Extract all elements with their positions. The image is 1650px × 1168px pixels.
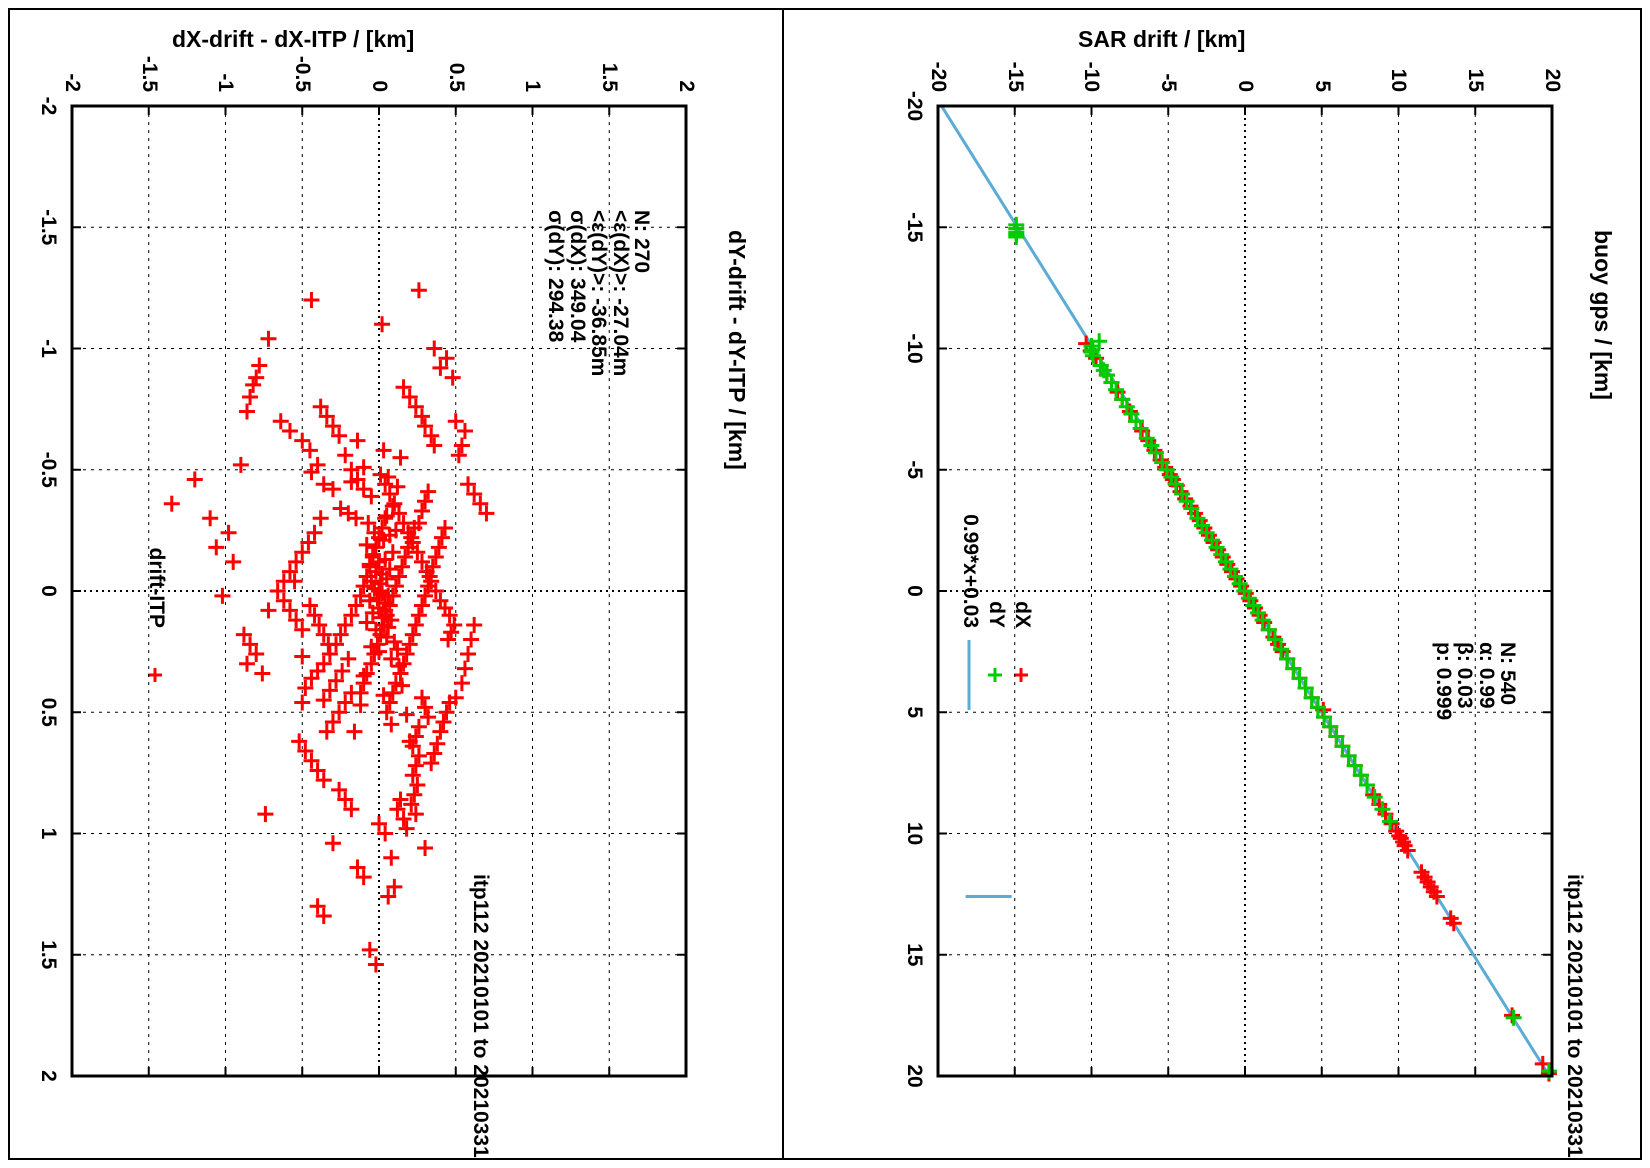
x-tick-label: 5 — [903, 706, 926, 719]
y-tick-label: -0.5 — [291, 55, 315, 92]
legend-symbol-dy-plus-icon — [982, 636, 1008, 714]
y-tick-label: 1.5 — [598, 62, 622, 92]
legend-symbol-dx-plus-icon — [1008, 636, 1034, 714]
y-tick-label: 0 — [1234, 80, 1257, 92]
x-tick-label: 10 — [903, 821, 926, 846]
x-tick-label: -2 — [37, 96, 60, 116]
y-tick-label: -2 — [61, 73, 84, 92]
x-tick-label: 15 — [903, 943, 926, 967]
panel-scatter-fit: itp112 20210101 to 20210331 buoy gps / [… — [878, 14, 1638, 1158]
x-tick-label: 1 — [37, 827, 60, 840]
x-tick-label: 1.5 — [37, 940, 60, 970]
x-tick-label: 0 — [37, 585, 60, 597]
y-tick-label: 20 — [1541, 68, 1564, 92]
y-tick-label: -1.5 — [137, 55, 161, 92]
y-tick-label: -20 — [927, 61, 950, 92]
x-tick-label: 0 — [903, 585, 926, 597]
x-tick-label: -20 — [903, 90, 926, 122]
y-tick-label: -5 — [1157, 73, 1181, 92]
plot-canvas-right — [936, 104, 1557, 1082]
x-tick-label: 2 — [37, 1070, 60, 1082]
x-tick-label: -0.5 — [37, 451, 60, 488]
x-tick-label: -10 — [903, 333, 926, 364]
x-tick-label: -1.5 — [37, 209, 60, 246]
y-tick-label: -1 — [214, 73, 238, 92]
y-tick-label: 5 — [1310, 80, 1334, 92]
y-tick-label: -10 — [1080, 61, 1104, 92]
legend-symbol-fit-line-icon — [956, 636, 982, 714]
y-tick-label: 0 — [368, 80, 391, 92]
page-border — [8, 8, 1642, 1160]
x-tick-label: -1 — [37, 339, 60, 358]
plot-canvas-left — [70, 104, 688, 1078]
x-tick-label: 0.5 — [37, 697, 60, 727]
y-tick-label: 1 — [521, 80, 545, 92]
x-tick-label: -5 — [903, 460, 926, 480]
panel-error-scatter: itp112 20210101 to 20210331 dY-drift - d… — [12, 14, 772, 1158]
x-tick-label: 20 — [903, 1064, 926, 1088]
y-tick-label: 15 — [1464, 68, 1488, 92]
y-tick-label: 0.5 — [444, 62, 468, 92]
legend-symbol-drift-itp-plus-icon — [142, 636, 168, 714]
y-tick-label: -15 — [1003, 61, 1027, 92]
x-tick-label: -15 — [903, 212, 926, 243]
panel-divider — [782, 8, 784, 1160]
y-tick-label: 10 — [1387, 68, 1411, 92]
y-tick-label: 2 — [675, 80, 698, 92]
